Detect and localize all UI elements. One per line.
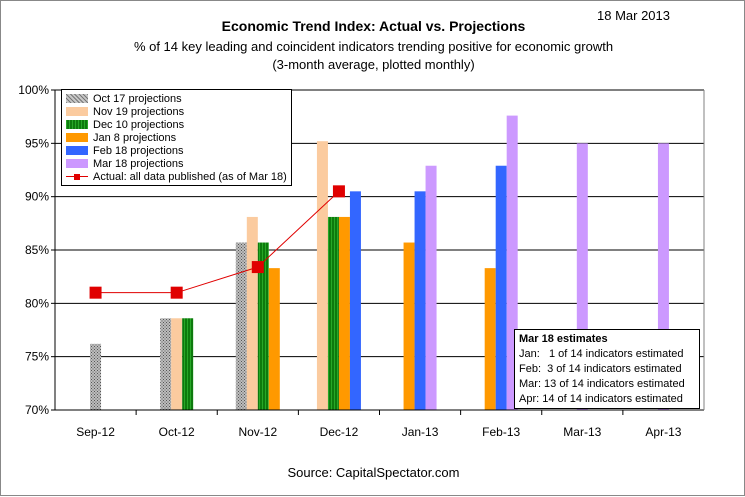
bar-nov19 (171, 318, 183, 410)
date-label: 18 Mar 2013 (597, 8, 670, 23)
bar-oct17 (90, 343, 102, 410)
x-tick-label: Apr-13 (645, 425, 681, 439)
bar-jan8 (338, 216, 350, 410)
bar-dec10 (182, 318, 194, 410)
y-tick-label: 80% (25, 296, 49, 310)
bar-nov19 (316, 141, 328, 410)
bar-mar18 (576, 143, 588, 411)
estimates-box: Mar 18 estimates Jan: 1 of 14 indicators… (514, 329, 700, 409)
y-tick-label: 85% (25, 243, 49, 257)
legend-label: Actual: all data published (as of Mar 18… (93, 171, 287, 183)
bar-dec10 (257, 242, 269, 410)
x-tick-label: Feb-13 (482, 425, 520, 439)
estimates-title: Mar 18 estimates (519, 333, 608, 345)
legend-label: Jan 8 projections (93, 132, 177, 144)
legend-label: Nov 19 projections (93, 106, 185, 118)
bar-feb18 (495, 165, 507, 410)
x-tick-label: Mar-13 (563, 425, 601, 439)
legend-label: Mar 18 projections (93, 158, 184, 170)
estimates-line-apr: Apr: 14 of 14 indicators estimated (519, 393, 683, 405)
y-tick-label: 90% (25, 190, 49, 204)
legend-label: Dec 10 projections (93, 119, 185, 131)
legend-label: Feb 18 projections (93, 145, 184, 157)
bar-mar18 (425, 165, 437, 410)
bar-nov19 (246, 216, 258, 410)
bar-dec10 (327, 216, 339, 410)
y-tick-label: 100% (18, 83, 49, 97)
bar-mar18 (506, 115, 518, 410)
bar-feb18 (414, 191, 426, 410)
actual-marker (89, 286, 102, 299)
x-tick-label: Jan-13 (402, 425, 439, 439)
estimates-line-jan: Jan: 1 of 14 indicators estimated (519, 348, 684, 360)
actual-line (95, 190, 340, 294)
bar-oct17 (235, 242, 247, 410)
x-tick-label: Dec-12 (320, 425, 359, 439)
y-tick-label: 95% (25, 136, 49, 150)
legend-label: Oct 17 projections (93, 93, 182, 105)
bar-oct17 (160, 318, 172, 410)
bar-jan8 (403, 242, 415, 410)
legend-swatch (66, 146, 88, 155)
legend-swatch (66, 120, 88, 129)
bar-feb18 (349, 191, 361, 410)
bar-mar18 (657, 143, 669, 411)
legend-swatch (66, 133, 88, 142)
bar-jan8 (268, 268, 280, 410)
chart-legend: Oct 17 projections Nov 19 projections Dec … (61, 89, 292, 186)
actual-marker (332, 185, 345, 198)
actual-marker (251, 261, 264, 274)
bar-jan8 (484, 268, 496, 410)
legend-marker (74, 174, 80, 180)
y-tick-label: 70% (25, 403, 49, 417)
estimates-line-feb: Feb: 3 of 14 indicators estimated (519, 363, 682, 375)
x-tick-label: Nov-12 (238, 425, 277, 439)
x-tick-label: Oct-12 (159, 425, 195, 439)
chart-subtitle: % of 14 key leading and coincident indic… (133, 39, 614, 54)
actual-marker (170, 286, 183, 299)
legend-swatch (66, 107, 88, 116)
estimates-line-mar: Mar: 13 of 14 indicators estimated (519, 378, 685, 390)
chart-title: Economic Trend Index: Actual vs. Project… (221, 18, 526, 34)
legend-swatch (66, 159, 88, 168)
chart-subtitle-2: (3-month average, plotted monthly) (272, 57, 475, 72)
legend-swatch (66, 94, 88, 103)
y-tick-label: 75% (25, 350, 49, 364)
source-note: Source: CapitalSpectator.com (287, 465, 460, 480)
x-tick-label: Sep-12 (76, 425, 115, 439)
